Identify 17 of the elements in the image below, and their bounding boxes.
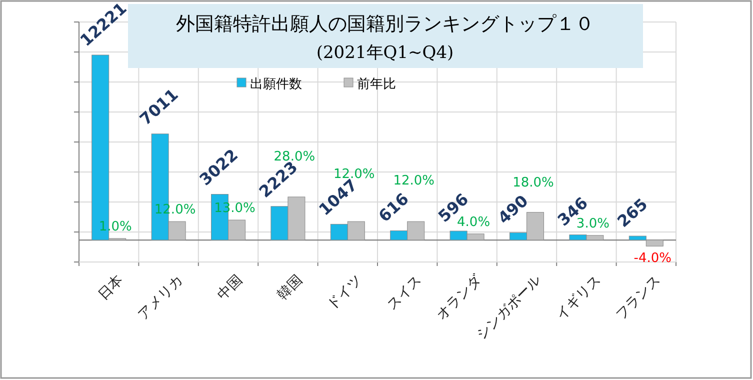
x-tick-label: 日本 — [95, 272, 126, 304]
data-label: 18.0% — [512, 176, 554, 191]
x-tick-label: ドイツ — [324, 272, 366, 314]
chart-title: 外国籍特許出願人の国籍別ランキングトップ１０ — [176, 13, 594, 35]
x-tick-label: スイス — [384, 272, 425, 314]
x-tick-label: 韓国 — [274, 272, 306, 304]
legend-label: 前年比 — [357, 77, 396, 92]
legend-label: 出願件数 — [250, 77, 302, 92]
x-tick-label: フランス — [612, 272, 664, 324]
x-tick-label: アメリカ — [135, 272, 186, 324]
text: (2021年Q1~Q4) — [316, 43, 454, 63]
x-tick-label: イギリス — [553, 272, 604, 324]
data-label: 12.0% — [393, 174, 435, 189]
x-tick-label: オランダ — [434, 272, 486, 324]
x-tick-label: 中国 — [214, 272, 246, 304]
data-label: -4.0% — [634, 251, 672, 266]
data-label: 490 — [494, 191, 532, 228]
